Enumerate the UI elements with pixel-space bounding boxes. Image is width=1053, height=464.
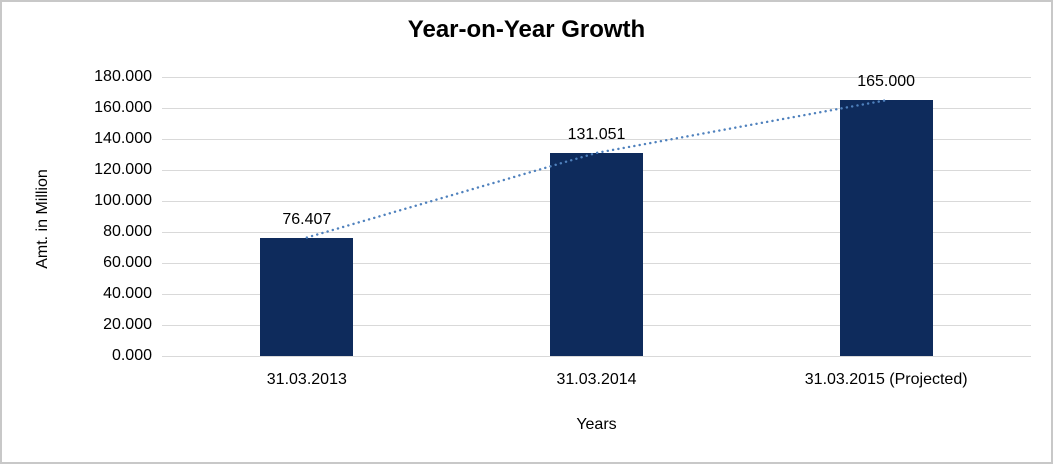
y-tick-label: 100.000 [94,192,152,209]
y-tick-label: 180.000 [94,68,152,85]
y-tick-label: 20.000 [103,316,152,333]
y-tick-label: 40.000 [103,285,152,302]
y-tick-label: 160.000 [94,99,152,116]
y-tick-label: 120.000 [94,161,152,178]
x-tick-label-1: 31.03.2014 [556,371,637,388]
y-tick-label: 140.000 [94,130,152,147]
bar-1 [550,152,643,356]
y-tick-label: 60.000 [103,254,152,271]
x-axis-title: Years [576,416,617,433]
bar-2 [839,100,933,356]
bar-0 [260,237,354,356]
y-tick-label: 0.000 [111,347,152,364]
gridline [162,355,1031,357]
value-label-2: 165.000 [857,73,916,91]
y-tick-label: 80.000 [103,223,152,240]
value-label-1: 131.051 [567,125,626,143]
chart-title: Year-on-Year Growth [407,16,646,43]
value-label-0: 76.407 [282,210,332,228]
gridline [162,76,1031,78]
x-tick-label-0: 31.03.2013 [266,371,347,388]
x-tick-label-2: 31.03.2015 (Projected) [804,371,968,388]
y-axis-title: Amt. in Million [34,169,51,269]
